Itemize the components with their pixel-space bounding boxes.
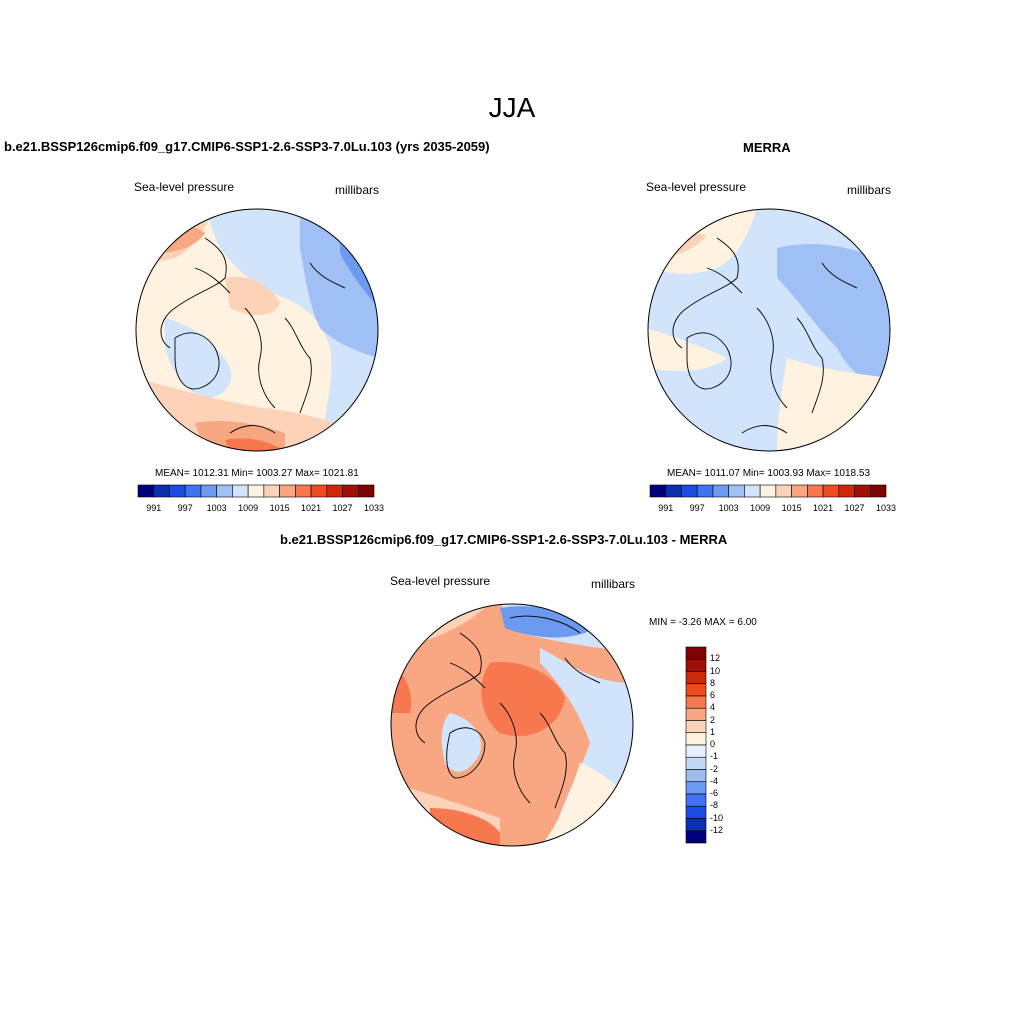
colorbar-swatch [685,683,707,697]
obs-panel-title: MERRA [743,140,791,155]
colorbar-swatch [685,646,707,660]
diff-colorbar-labels: 12 10 8 6 4 2 1 0 -1 -2 -4 -6 -8 -10 -12 [710,647,750,843]
colorbar-swatch [685,769,707,783]
model-map [135,208,379,452]
colorbar-tick-label: 10 [710,665,721,676]
diff-units-label: millibars [591,577,636,591]
diff-colorbar [685,646,707,844]
colorbar-swatch [685,732,707,746]
colorbar-swatch [342,484,359,498]
colorbar-swatch [696,484,714,498]
colorbar-swatch [357,484,375,498]
colorbar-tick-label: 1015 [781,503,802,513]
obs-stats: MEAN= 1011.07 Min= 1003.93 Max= 1018.53 [667,468,871,479]
colorbar-swatch [247,484,265,498]
colorbar-tick-label: 1021 [813,503,834,513]
obs-variable-label: Sea-level pressure [646,180,747,194]
colorbar-tick-label: 1003 [206,503,227,513]
colorbar-swatch [295,484,312,498]
diff-panel-title: b.e21.BSSP126cmip6.f09_g17.CMIP6-SSP1-2.… [280,532,728,547]
colorbar-swatch [807,484,824,498]
colorbar-swatch [685,756,707,770]
colorbar-tick-label: 12 [710,653,721,664]
colorbar-swatch [685,830,707,844]
colorbar-swatch [791,484,808,498]
colorbar-swatch [310,484,328,498]
colorbar-tick-label: -4 [710,775,719,786]
colorbar-swatch [326,484,343,498]
colorbar-swatch [216,484,233,498]
colorbar-tick-label: 1003 [718,503,739,513]
obs-map [647,208,891,452]
model-units-label: millibars [335,183,380,197]
colorbar-tick-label: -10 [710,812,724,823]
colorbar-swatch [822,484,840,498]
colorbar-swatch [712,484,729,498]
obs-colorbar [649,484,887,498]
colorbar-swatch [685,818,707,832]
colorbar-tick-label: 1027 [332,503,353,513]
colorbar-tick-label: 1021 [301,503,322,513]
colorbar-tick-label: 991 [146,503,162,513]
colorbar-swatch [200,484,217,498]
colorbar-swatch [838,484,855,498]
colorbar-swatch [153,484,170,498]
diff-variable-label: Sea-level pressure [390,574,491,588]
colorbar-tick-label: 8 [710,677,716,688]
colorbar-swatch [184,484,202,498]
colorbar-tick-label: 1033 [875,503,897,513]
model-panel-title: b.e21.BSSP126cmip6.f09_g17.CMIP6-SSP1-2.… [4,139,490,154]
colorbar-swatch [665,484,682,498]
colorbar-swatch [685,781,707,795]
diff-minmax: MIN = -3.26 MAX = 6.00 [649,617,757,628]
colorbar-swatch [685,707,707,721]
diff-map [390,603,634,847]
colorbar-tick-label: 1027 [844,503,865,513]
colorbar-swatch [685,744,707,758]
colorbar-tick-label: 1009 [238,503,259,513]
colorbar-tick-label: 997 [689,503,705,513]
colorbar-tick-label: -6 [710,788,719,798]
colorbar-swatch [137,484,155,498]
model-colorbar [137,484,375,498]
colorbar-tick-label: 2 [710,714,716,725]
colorbar-tick-label: -12 [710,824,724,835]
colorbar-tick-label: 6 [710,690,716,700]
colorbar-tick-label: 1033 [363,503,385,513]
obs-colorbar-labels: 991 997 1003 1009 1015 1021 1027 1033 [650,503,896,515]
model-stats: MEAN= 1012.31 Min= 1003.27 Max= 1021.81 [155,468,359,479]
model-variable-label: Sea-level pressure [134,180,235,194]
colorbar-swatch [744,484,761,498]
colorbar-swatch [685,720,707,734]
colorbar-swatch [685,793,707,807]
obs-units-label: millibars [847,183,892,197]
colorbar-tick-label: -2 [710,763,719,774]
colorbar-swatch [775,484,792,498]
colorbar-tick-label: 0 [710,739,716,749]
colorbar-swatch [263,484,280,498]
colorbar-tick-label: -1 [710,751,719,762]
colorbar-tick-label: 991 [658,503,674,513]
colorbar-tick-label: 1 [710,726,716,737]
colorbar-swatch [169,484,186,498]
model-colorbar-labels: 991 997 1003 1009 1015 1021 1027 1033 [138,503,384,515]
colorbar-swatch [685,658,707,672]
colorbar-swatch [279,484,296,498]
colorbar-swatch [685,805,707,819]
colorbar-tick-label: 1009 [750,503,771,513]
colorbar-swatch [685,671,707,685]
colorbar-tick-label: 1015 [269,503,290,513]
colorbar-swatch [649,484,667,498]
colorbar-tick-label: 997 [177,503,193,513]
colorbar-swatch [681,484,698,498]
colorbar-swatch [854,484,871,498]
colorbar-swatch [869,484,887,498]
colorbar-tick-label: 4 [710,702,716,713]
colorbar-tick-label: -8 [710,800,719,811]
colorbar-swatch [232,484,249,498]
figure-title: JJA [488,92,536,123]
colorbar-swatch [728,484,745,498]
colorbar-swatch [685,695,707,709]
colorbar-swatch [759,484,777,498]
